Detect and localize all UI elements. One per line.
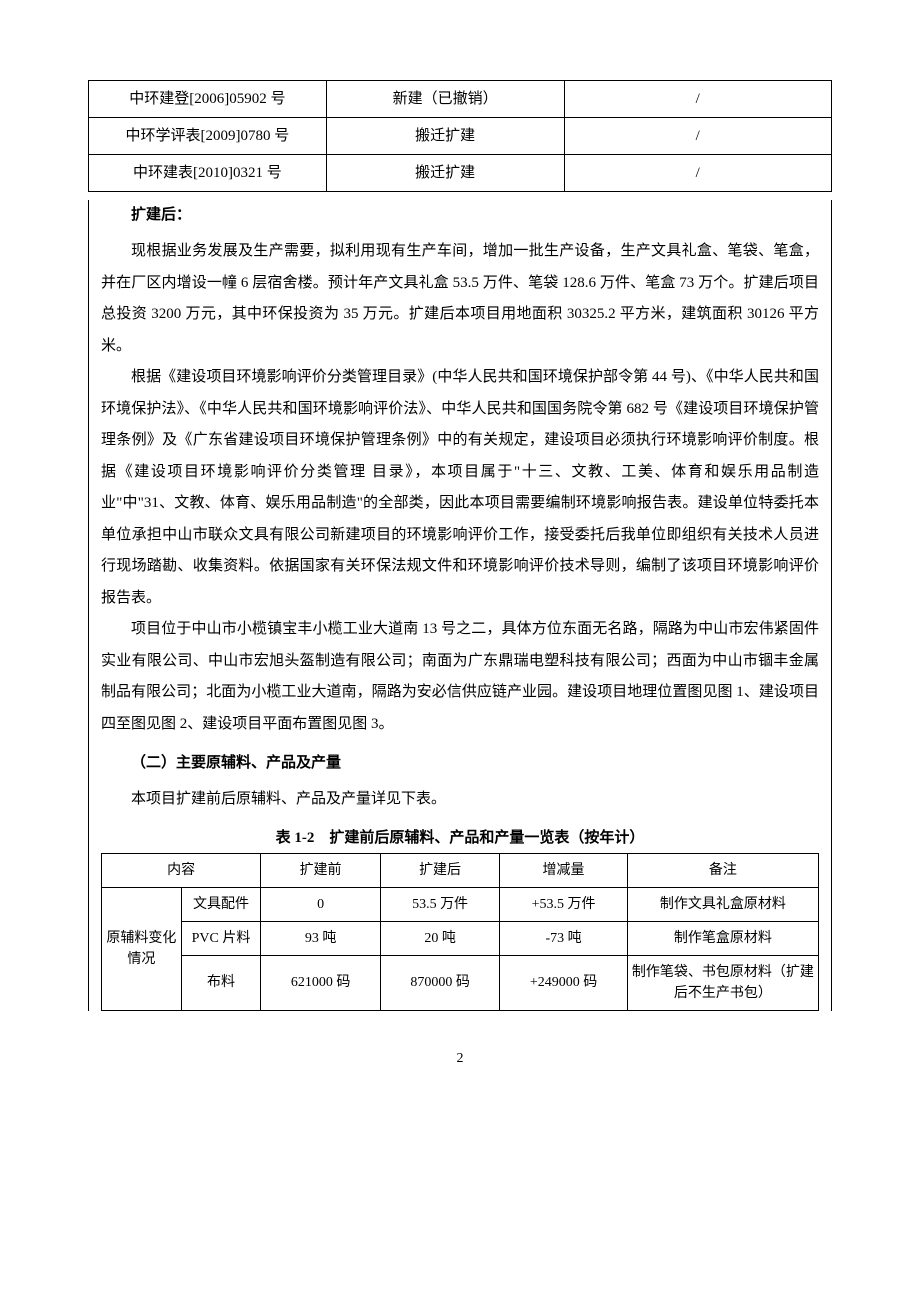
table-row: 原辅料变化情况文具配件053.5 万件+53.5 万件制作文具礼盒原材料 bbox=[102, 887, 819, 921]
th-content: 内容 bbox=[102, 853, 261, 887]
paragraph-1: 现根据业务发展及生产需要，拟利用现有生产车间，增加一批生产设备，生产文具礼盒、笔… bbox=[101, 236, 819, 362]
table-cell: 93 吨 bbox=[261, 921, 381, 955]
table-cell: 中环建表[2010]0321 号 bbox=[89, 155, 327, 192]
table-cell: 中环建登[2006]05902 号 bbox=[89, 81, 327, 118]
content-frame: 扩建后： 现根据业务发展及生产需要，拟利用现有生产车间，增加一批生产设备，生产文… bbox=[88, 200, 832, 1011]
table-row: 中环建登[2006]05902 号新建（已撤销）/ bbox=[89, 81, 832, 118]
table-cell: +53.5 万件 bbox=[500, 887, 627, 921]
table-cell: 中环学评表[2009]0780 号 bbox=[89, 118, 327, 155]
heading-materials: （二）主要原辅料、产品及产量 bbox=[101, 748, 819, 778]
table-row: PVC 片料93 吨20 吨-73 吨制作笔盒原材料 bbox=[102, 921, 819, 955]
table-row: 中环学评表[2009]0780 号搬迁扩建/ bbox=[89, 118, 832, 155]
table-cell: 搬迁扩建 bbox=[326, 155, 564, 192]
table-cell: +249000 码 bbox=[500, 955, 627, 1010]
table-cell: -73 吨 bbox=[500, 921, 627, 955]
table-cell: / bbox=[564, 118, 832, 155]
table-cell: 53.5 万件 bbox=[380, 887, 500, 921]
table-cell: 621000 码 bbox=[261, 955, 381, 1010]
paragraph-3: 项目位于中山市小榄镇宝丰小榄工业大道南 13 号之二，具体方位东面无名路，隔路为… bbox=[101, 614, 819, 740]
approval-table: 中环建登[2006]05902 号新建（已撤销）/中环学评表[2009]0780… bbox=[88, 80, 832, 192]
table-cell: 0 bbox=[261, 887, 381, 921]
table-cell: / bbox=[564, 81, 832, 118]
table-cell: 20 吨 bbox=[380, 921, 500, 955]
table-cell: 制作笔袋、书包原材料（扩建后不生产书包） bbox=[627, 955, 818, 1010]
heading-expansion: 扩建后： bbox=[101, 200, 819, 230]
table-cell: PVC 片料 bbox=[181, 921, 261, 955]
group-label-cell: 原辅料变化情况 bbox=[102, 887, 182, 1010]
th-before: 扩建前 bbox=[261, 853, 381, 887]
table-cell: / bbox=[564, 155, 832, 192]
materials-table: 内容 扩建前 扩建后 增减量 备注 原辅料变化情况文具配件053.5 万件+53… bbox=[101, 853, 819, 1011]
th-remark: 备注 bbox=[627, 853, 818, 887]
page-number: 2 bbox=[88, 1051, 832, 1067]
table-cell: 新建（已撤销） bbox=[326, 81, 564, 118]
table-cell: 制作笔盒原材料 bbox=[627, 921, 818, 955]
table-cell: 870000 码 bbox=[380, 955, 500, 1010]
table2-caption: 表 1-2 扩建前后原辅料、产品和产量一览表（按年计） bbox=[101, 826, 819, 847]
table-row: 布料621000 码870000 码+249000 码制作笔袋、书包原材料（扩建… bbox=[102, 955, 819, 1010]
paragraph-2: 根据《建设项目环境影响评价分类管理目录》(中华人民共和国环境保护部令第 44 号… bbox=[101, 362, 819, 614]
table-cell: 制作文具礼盒原材料 bbox=[627, 887, 818, 921]
table-cell: 布料 bbox=[181, 955, 261, 1010]
th-change: 增减量 bbox=[500, 853, 627, 887]
paragraph-4: 本项目扩建前后原辅料、产品及产量详见下表。 bbox=[101, 784, 819, 816]
table-cell: 搬迁扩建 bbox=[326, 118, 564, 155]
table-cell: 文具配件 bbox=[181, 887, 261, 921]
th-after: 扩建后 bbox=[380, 853, 500, 887]
table-row: 中环建表[2010]0321 号搬迁扩建/ bbox=[89, 155, 832, 192]
